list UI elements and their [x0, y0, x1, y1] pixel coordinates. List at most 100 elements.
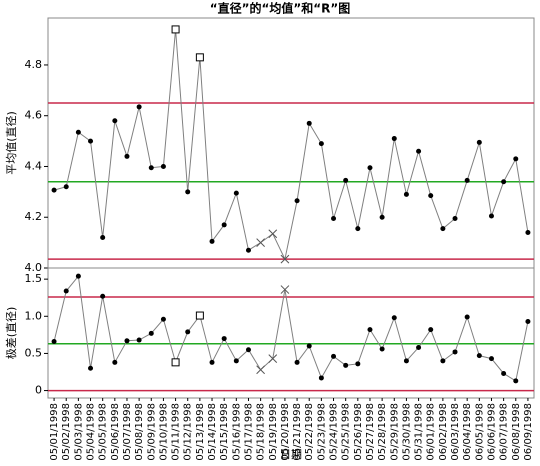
y-tick-label: 0.5	[25, 346, 43, 359]
point	[195, 53, 204, 62]
y-tick-label: 4.2	[25, 210, 43, 223]
point	[221, 222, 227, 228]
point	[488, 356, 494, 362]
x-tick-label: 05/08/1998	[134, 403, 145, 461]
point	[294, 198, 300, 204]
point	[124, 153, 130, 159]
point	[51, 187, 57, 193]
point	[280, 285, 290, 294]
x-tick-label: 05/05/1998	[98, 403, 109, 461]
point	[343, 177, 349, 183]
x-tick-label: 05/30/1998	[401, 403, 412, 461]
point	[148, 165, 154, 171]
point	[245, 347, 251, 353]
y-tick-label: 1.0	[25, 309, 43, 322]
point	[452, 216, 458, 222]
y-axis-label: 极差(直径)	[4, 307, 18, 360]
x-tick-label: 05/25/1998	[341, 403, 352, 461]
point	[428, 193, 434, 199]
point	[416, 148, 422, 154]
plot-frame	[47, 267, 535, 399]
x-tick-label: 05/29/1998	[389, 403, 400, 461]
x-tick-label: 06/01/1998	[426, 403, 437, 461]
point	[171, 25, 180, 34]
point	[306, 343, 312, 349]
y-tick-label: 4.6	[25, 109, 43, 122]
x-tick-label: 05/18/1998	[256, 403, 267, 461]
point	[331, 353, 337, 359]
point	[379, 346, 385, 352]
x-tick-label: 05/01/1998	[49, 403, 60, 461]
x-tick-label: 06/04/1998	[462, 403, 473, 461]
point	[195, 311, 204, 320]
point	[403, 191, 409, 197]
point	[124, 338, 130, 344]
x-tick-label: 05/21/1998	[292, 403, 303, 461]
x-tick-label: 05/27/1998	[365, 403, 376, 461]
point	[112, 118, 118, 124]
point	[464, 314, 470, 320]
point	[63, 184, 69, 190]
point-stroke	[280, 285, 290, 294]
point-stroke	[268, 354, 278, 363]
point	[525, 318, 531, 324]
x-tick-label: 05/23/1998	[316, 403, 327, 461]
point	[280, 254, 290, 264]
point	[403, 358, 409, 364]
point	[100, 293, 106, 299]
x-tick-label: 05/03/1998	[73, 403, 84, 461]
point	[343, 362, 349, 368]
point	[367, 327, 373, 333]
point	[160, 316, 166, 322]
x-tick-label: 05/20/1998	[280, 403, 291, 461]
point	[75, 129, 81, 135]
point	[306, 120, 312, 126]
point	[476, 353, 482, 359]
point-stroke	[256, 365, 265, 375]
x-tick-label: 06/06/1998	[486, 403, 497, 461]
x-tick-label: 05/17/1998	[243, 403, 254, 461]
point	[331, 216, 337, 222]
x-tick-label: 06/02/1998	[438, 403, 449, 461]
point	[268, 354, 278, 363]
x-tick-label: 05/11/1998	[171, 403, 182, 461]
point	[233, 190, 239, 196]
point	[51, 339, 57, 345]
x-tick-label: 06/05/1998	[474, 403, 485, 461]
x-tick-label: 05/28/1998	[377, 403, 388, 461]
y-axis-label: 平均值(直径)	[4, 111, 18, 175]
point	[440, 358, 446, 364]
point	[355, 226, 361, 232]
point	[476, 139, 482, 145]
point	[367, 165, 373, 171]
point	[221, 336, 227, 342]
x-tick-label: 05/15/1998	[219, 403, 230, 461]
x-tick-label: 05/02/1998	[61, 403, 72, 461]
point	[294, 359, 300, 365]
point	[160, 163, 166, 169]
chart-title: “直径”的“均值”和“R”图	[210, 1, 351, 16]
x-axis-label: 日期	[280, 448, 302, 461]
x-tick-label: 05/22/1998	[304, 403, 315, 461]
point-stroke	[280, 254, 290, 264]
point	[416, 344, 422, 350]
x-tick-label: 05/09/1998	[146, 403, 157, 461]
point	[355, 361, 361, 367]
point	[75, 273, 81, 279]
x-tick-label: 05/06/1998	[110, 403, 121, 461]
x-tick-label: 05/13/1998	[195, 403, 206, 461]
series-line	[53, 29, 529, 261]
x-tick-label: 05/14/1998	[207, 403, 218, 461]
point	[136, 104, 142, 110]
point	[428, 327, 434, 333]
x-tick-label: 05/16/1998	[231, 403, 242, 461]
x-tick-label: 06/03/1998	[450, 403, 461, 461]
point	[136, 337, 142, 343]
point	[256, 238, 265, 247]
x-tick-label: 05/31/1998	[414, 403, 425, 461]
x-tick-label: 06/09/1998	[523, 403, 534, 461]
series-line	[53, 274, 529, 382]
point	[233, 358, 239, 364]
point	[256, 365, 265, 375]
